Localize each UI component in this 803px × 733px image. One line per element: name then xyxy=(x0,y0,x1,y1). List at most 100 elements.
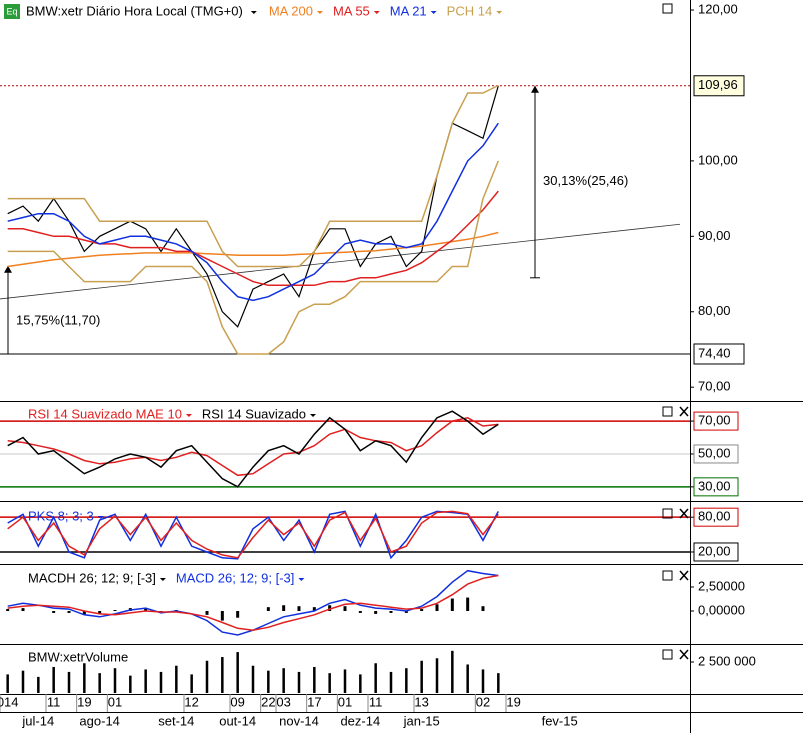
bar xyxy=(251,665,255,693)
month-label: dez-14 xyxy=(340,713,380,728)
measure-head xyxy=(4,265,12,273)
bar xyxy=(282,605,286,612)
bar xyxy=(312,607,316,612)
legend-entry: RSI 14 Suavizado xyxy=(202,406,306,421)
legend-entry: MACD 26; 12; 9; [-3] xyxy=(176,570,295,585)
bar xyxy=(282,668,285,693)
series-line xyxy=(7,85,499,328)
bar xyxy=(6,674,9,693)
x-tick-label: 09 xyxy=(230,694,244,709)
panel-button xyxy=(662,406,673,417)
x-tick-label: 01 xyxy=(338,694,352,709)
series-line xyxy=(7,574,499,631)
dropdown-icon xyxy=(310,414,316,417)
bar xyxy=(405,668,408,693)
x-tick-label: 12 xyxy=(184,694,198,709)
bar xyxy=(466,664,469,693)
panel-button xyxy=(662,3,673,14)
bar xyxy=(374,611,378,614)
y-tick-label: 80,00 xyxy=(698,509,731,524)
measure-label: 15,75%(11,70) xyxy=(16,312,100,327)
bar xyxy=(159,671,163,693)
bar xyxy=(129,675,132,693)
panel-close xyxy=(679,406,689,417)
month-label: out-14 xyxy=(219,713,256,728)
bar xyxy=(328,673,331,693)
price-label-box xyxy=(693,75,745,97)
month-label: ago-14 xyxy=(79,713,119,728)
eq-icon-text: Eq xyxy=(6,6,17,16)
bar xyxy=(98,611,102,614)
panel-close xyxy=(679,570,689,581)
bar xyxy=(343,606,347,612)
bar xyxy=(313,666,316,693)
x-tick-label: 02 xyxy=(476,694,490,709)
panel-title: BMW:xetrVolume xyxy=(28,649,128,664)
bar xyxy=(420,660,423,693)
series-line xyxy=(7,231,499,268)
trend-line xyxy=(0,223,681,300)
y-tick-label: 50,00 xyxy=(698,445,731,460)
panel-close xyxy=(679,649,689,660)
y-tick-label: 100,00 xyxy=(698,152,738,167)
x-tick-label: 11 xyxy=(369,694,383,709)
dropdown-icon xyxy=(185,414,192,417)
bar xyxy=(297,606,301,612)
dropdown-icon xyxy=(159,578,166,581)
panel-button xyxy=(662,508,673,519)
bar xyxy=(236,652,239,693)
y-tick-label: 2,50000 xyxy=(698,578,745,593)
y-tick-label: 0,00000 xyxy=(698,602,745,617)
y-tick-box xyxy=(693,542,739,562)
x-tick-label: 11 xyxy=(47,694,61,709)
y-tick-box xyxy=(693,411,739,431)
series-line xyxy=(7,410,499,488)
measure-head xyxy=(531,85,539,93)
bar xyxy=(358,611,362,613)
dropdown-icon xyxy=(373,11,380,14)
price-label-box xyxy=(693,343,745,365)
legend-entry: PKS 8; 3; 3 xyxy=(28,508,94,523)
month-label: fev-15 xyxy=(542,713,578,728)
dropdown-icon xyxy=(430,11,437,14)
bar xyxy=(435,658,439,693)
bar xyxy=(144,669,147,693)
bar xyxy=(466,597,470,612)
bar xyxy=(144,608,148,612)
legend-entry: RSI 14 Suavizado MAE 10 xyxy=(28,406,182,421)
bar xyxy=(328,605,332,612)
y-tick-label: 120,00 xyxy=(698,1,738,16)
bar xyxy=(83,663,86,693)
x-tick-label: 22 xyxy=(261,694,275,709)
legend-entry: MACDH 26; 12; 9; [-3] xyxy=(28,570,156,585)
price-label: 74,40 xyxy=(698,345,731,360)
bar xyxy=(236,611,240,618)
bar xyxy=(52,666,55,693)
eq-icon xyxy=(4,4,20,19)
x-tick-label: 01 xyxy=(108,694,122,709)
bar xyxy=(52,611,56,613)
bar xyxy=(343,669,347,693)
bar xyxy=(6,609,10,612)
y-tick-box xyxy=(693,507,739,527)
bar xyxy=(190,674,193,693)
bar xyxy=(37,676,40,693)
bar xyxy=(481,606,485,612)
bar xyxy=(98,673,101,693)
bar xyxy=(359,674,362,693)
bar xyxy=(404,611,408,613)
bar xyxy=(220,611,224,621)
bar xyxy=(21,608,25,612)
x-tick-label: 19 xyxy=(506,694,520,709)
dropdown-icon xyxy=(298,578,305,581)
legend-entry: MA 21 xyxy=(390,3,427,18)
bar xyxy=(389,611,393,613)
x-tick-label: 014 xyxy=(0,694,19,709)
bar xyxy=(113,610,117,612)
y-tick-label: 80,00 xyxy=(698,303,731,318)
measure-label: 30,13%(25,46) xyxy=(543,173,628,188)
month-label: set-14 xyxy=(158,713,194,728)
bar xyxy=(497,673,500,693)
